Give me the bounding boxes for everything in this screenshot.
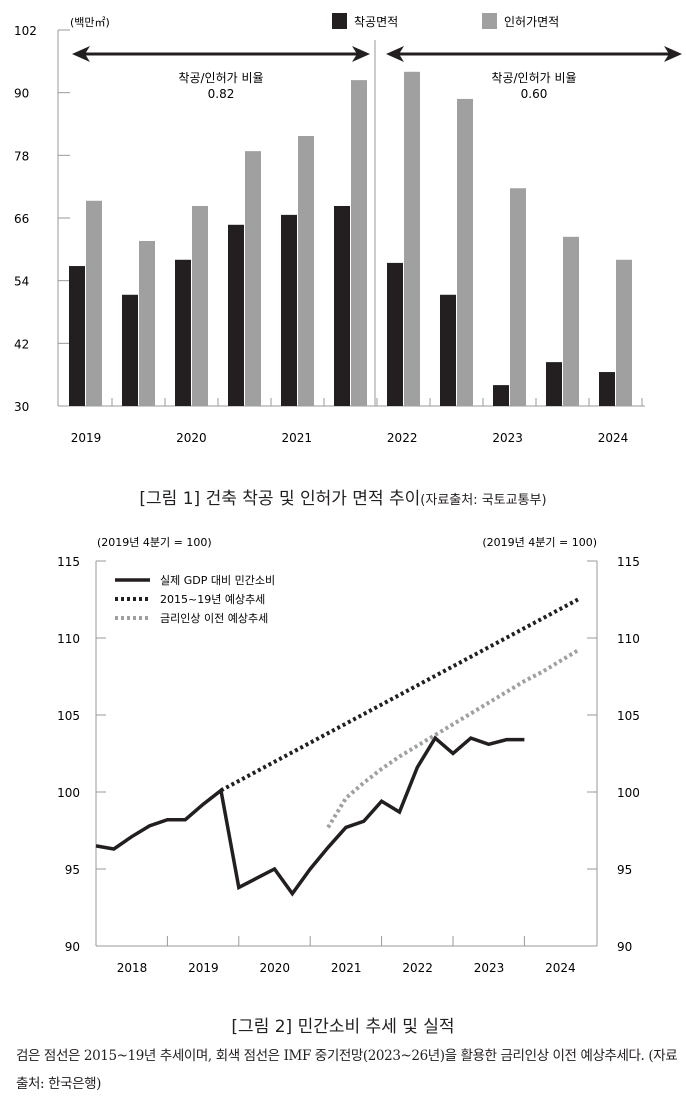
right-y-tick-label: 105 [617, 709, 640, 723]
x-tick-label: 2020 [176, 431, 207, 445]
left-y-tick-label: 110 [57, 632, 80, 646]
x-tick-label: 2018 [117, 961, 148, 975]
bar-start-2019H2 [122, 294, 138, 406]
bar-permit-2023H2 [563, 236, 579, 406]
construction-bar-chart: 30 42 54 66 78 90 102 (백만㎡) 2019 2020 2021 2022 2023… [14, 13, 682, 445]
y-tick-label: 54 [14, 275, 29, 289]
series-line-0 [95, 735, 525, 897]
right-unit-label: (2019년 4분기 = 100) [482, 536, 597, 549]
arrow-head-right-icon [664, 46, 682, 62]
x-tick-label: 2023 [474, 961, 505, 975]
bar-permit-2021H1 [298, 136, 314, 406]
x-tick-label: 2019 [71, 431, 102, 445]
series-line-1 [220, 597, 579, 793]
x-tick-label: 2023 [492, 431, 523, 445]
bar-start-2020H1 [175, 259, 191, 406]
legend-label-2: 금리인상 이전 예상추세 [160, 612, 268, 625]
y-tick-label: 30 [14, 400, 29, 414]
bar-start-2019H1 [69, 266, 85, 406]
bar-permit-2022H2 [457, 98, 473, 406]
x-tick-label: 2020 [260, 961, 291, 975]
x-tick-label: 2022 [387, 431, 418, 445]
x-tick-label: 2022 [402, 961, 433, 975]
bar-start-2024H1 [599, 372, 615, 406]
bar-start-2022H1 [387, 262, 403, 406]
left-y-tick-label: 100 [57, 786, 80, 800]
series-line-2 [326, 648, 579, 829]
unit-label: (백만㎡) [70, 16, 110, 29]
bar-start-2023H2 [546, 362, 562, 406]
bar-permit-2024H1 [616, 259, 632, 406]
y-tick-label: 78 [14, 149, 29, 163]
bar-start-2022H2 [440, 294, 456, 406]
bar-start-2021H2 [334, 205, 350, 406]
figure2-caption: [그림 2] 민간소비 추세 및 실적 [231, 1017, 455, 1037]
x-tick-label: 2024 [598, 431, 629, 445]
arrow-head-left-icon [72, 46, 90, 62]
bar-permit-2022H1 [404, 71, 420, 407]
bar-permit-2021H2 [351, 80, 367, 406]
left-y-tick-label: 115 [57, 555, 80, 569]
y-tick-label: 102 [14, 24, 37, 38]
bar-start-2020H2 [228, 224, 244, 406]
bar-permit-2019H1 [86, 200, 102, 406]
bar-start-2021H1 [281, 214, 297, 406]
right-y-tick-label: 100 [617, 786, 640, 800]
x-tick-label: 2024 [545, 961, 576, 975]
legend-swatch-start [332, 13, 347, 29]
left-unit-label: (2019년 4분기 = 100) [97, 536, 212, 549]
figure1-caption: [그림 1] 건축 착공 및 인허가 면적 추이(자료출처: 국토교통부) [139, 489, 547, 509]
legend-label-1: 2015~19년 예상추세 [160, 593, 265, 606]
right-y-tick-label: 90 [617, 940, 632, 954]
bar-permit-2019H2 [139, 240, 155, 406]
x-tick-label: 2021 [282, 431, 313, 445]
right-y-tick-label: 110 [617, 632, 640, 646]
legend-swatch-permit [482, 13, 497, 29]
bar-start-2023H1 [493, 385, 509, 406]
x-tick-label: 2019 [188, 961, 219, 975]
x-tick-label: 2021 [331, 961, 362, 975]
arrow-head-left-icon [386, 46, 404, 62]
ratio-label: 착공/인허가 비율 [178, 71, 263, 85]
ratio-value: 0.60 [521, 87, 548, 101]
arrow-head-right-icon [352, 46, 370, 62]
y-tick-label: 42 [14, 337, 29, 351]
y-tick-label: 66 [14, 212, 29, 226]
left-y-tick-label: 90 [65, 940, 80, 954]
bar-permit-2023H1 [510, 188, 526, 406]
ratio-value: 0.82 [208, 87, 235, 101]
right-y-tick-label: 95 [617, 863, 632, 877]
left-y-tick-label: 105 [57, 709, 80, 723]
bar-permit-2020H1 [192, 205, 208, 406]
left-y-tick-label: 95 [65, 863, 80, 877]
ratio-label: 착공/인허가 비율 [491, 71, 576, 85]
legend-label-0: 실제 GDP 대비 민간소비 [160, 574, 275, 587]
legend-label-start: 착공면적 [354, 15, 398, 29]
consumption-line-chart: 90 90 95 95 100 100 105 105 110 110 115 115 (2019년 4… [57, 536, 640, 975]
right-y-tick-label: 115 [617, 555, 640, 569]
legend-label-permit: 인허가면적 [504, 15, 559, 29]
figure2-note: 검은 점선은 2015~19년 추세이며, 회색 점선은 IMF 중기전망(20… [16, 1048, 678, 1092]
y-tick-label: 90 [14, 87, 29, 101]
bar-permit-2020H2 [245, 151, 261, 406]
